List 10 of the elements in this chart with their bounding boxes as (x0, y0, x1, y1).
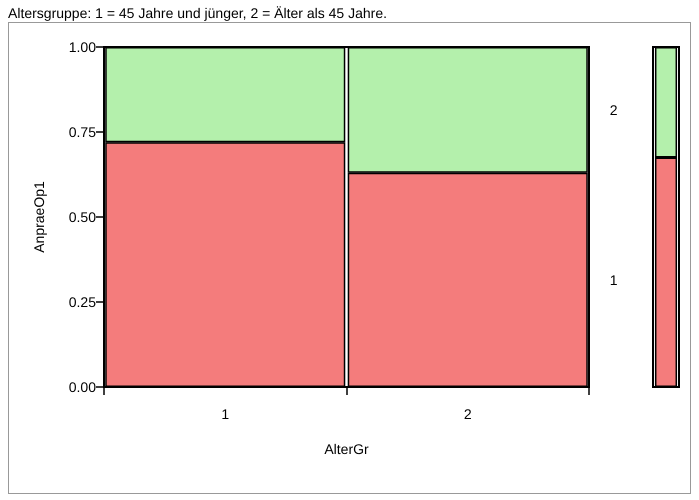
y-tick-label: 0.00 (68, 379, 96, 395)
y-tick-label: 1.00 (68, 39, 96, 55)
y-tick-label: 0.50 (68, 209, 96, 225)
y-tick-label: 0.75 (68, 124, 96, 140)
series-label: 2 (610, 102, 618, 118)
y-axis-title: AnpraeOp1 (31, 180, 47, 253)
x-axis-title: AlterGr (324, 441, 370, 457)
chart-title: Altersgruppe: 1 = 45 Jahre und jünger, 2 = Älter als 45 Jahre. (8, 4, 388, 22)
series-label: 1 (610, 272, 618, 288)
y-tick-label: 0.25 (68, 294, 96, 310)
